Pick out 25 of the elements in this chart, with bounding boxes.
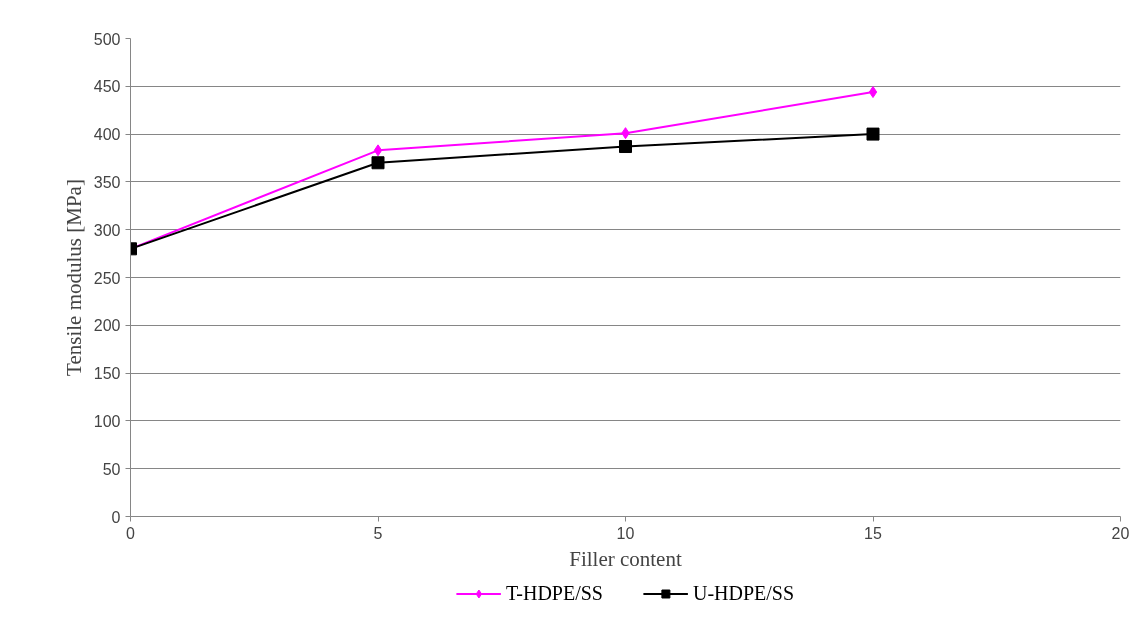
y-tick-label: 450 bbox=[93, 78, 121, 96]
y-tick-label: 350 bbox=[93, 173, 121, 191]
x-axis-title: Filler content bbox=[569, 546, 682, 571]
y-tick-label: 300 bbox=[93, 221, 121, 239]
x-tick-label: 5 bbox=[373, 524, 383, 542]
x-tick-label: 0 bbox=[126, 524, 136, 542]
x-tick-label: 10 bbox=[616, 524, 635, 542]
point bbox=[373, 144, 383, 157]
y-tick-label: 150 bbox=[93, 365, 121, 383]
y-tick-label: 100 bbox=[93, 412, 121, 430]
point bbox=[866, 127, 880, 141]
x-tick-label: 15 bbox=[864, 524, 882, 542]
y-tick-label: 0 bbox=[111, 508, 121, 526]
y-tick-label: 250 bbox=[93, 269, 121, 287]
y-tick-label: 200 bbox=[93, 317, 121, 335]
point bbox=[619, 140, 632, 154]
y-axis-title: Tensile modulus [MPa] bbox=[61, 179, 86, 376]
legend-label: U-HDPE/SS bbox=[692, 581, 795, 605]
x-tick-label: 20 bbox=[1111, 524, 1130, 542]
y-tick-label: 500 bbox=[93, 30, 121, 48]
point bbox=[371, 156, 385, 170]
legend-label: T-HDPE/SS bbox=[505, 581, 603, 605]
point bbox=[868, 86, 878, 99]
y-tick-label: 50 bbox=[102, 460, 121, 478]
y-tick-label: 400 bbox=[93, 126, 121, 144]
